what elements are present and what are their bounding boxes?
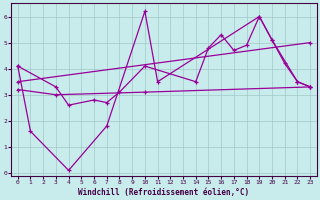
X-axis label: Windchill (Refroidissement éolien,°C): Windchill (Refroidissement éolien,°C) bbox=[78, 188, 250, 197]
